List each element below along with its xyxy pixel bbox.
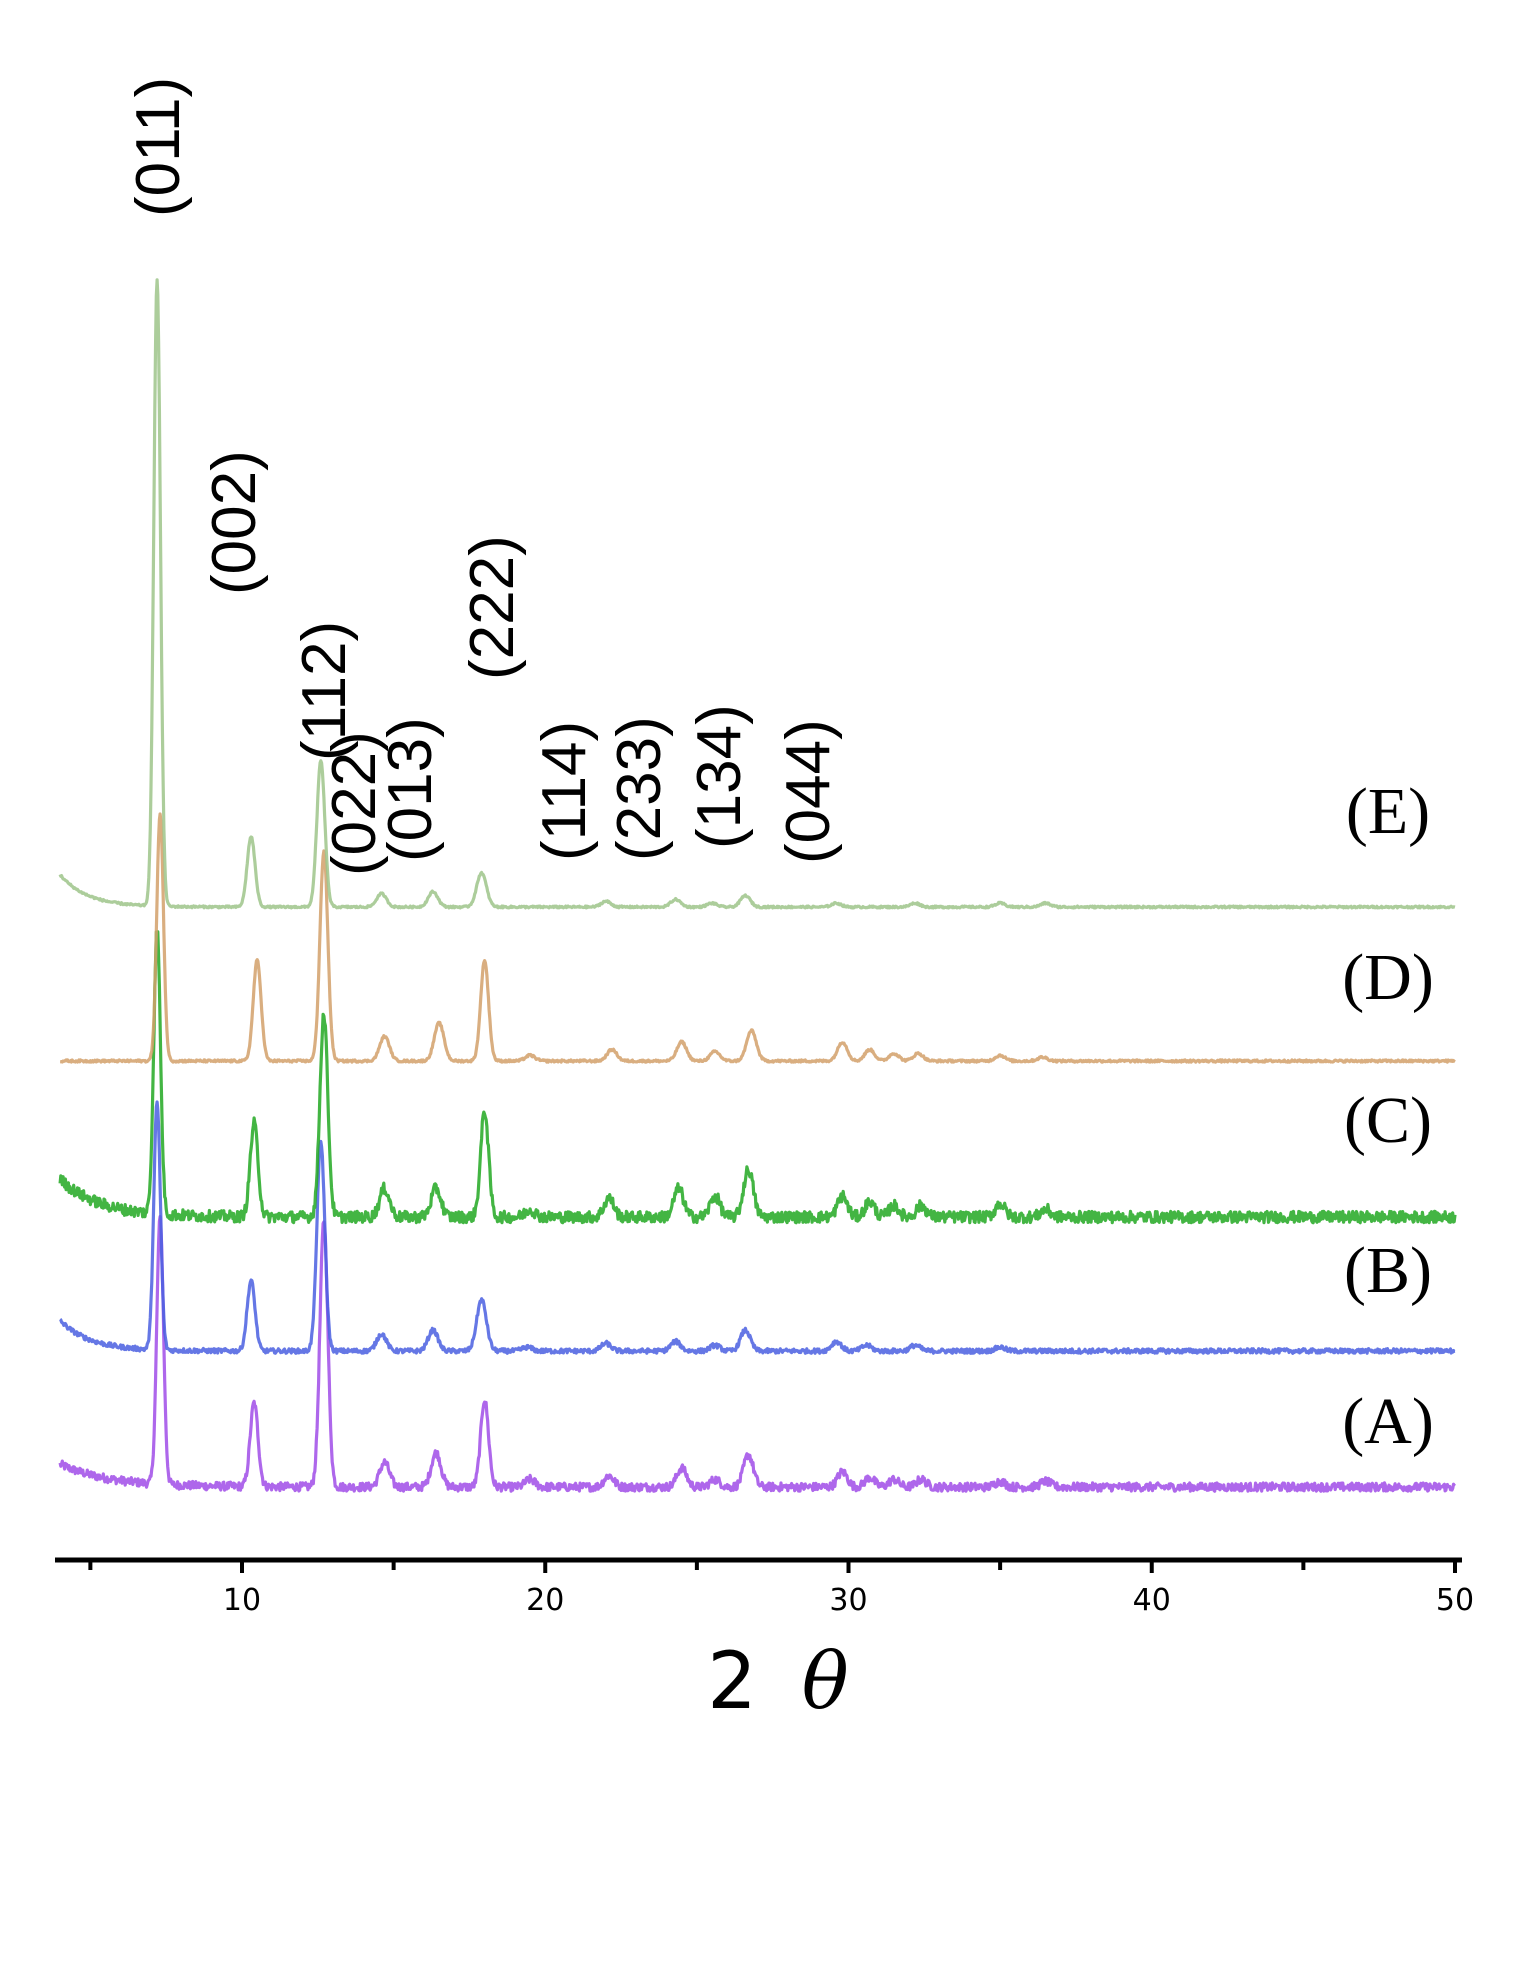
peak-label-011: (011)	[124, 77, 193, 217]
series-label-a: (A)	[1342, 1385, 1434, 1458]
peak-label-222: (222)	[458, 535, 527, 680]
x-tick-label: 20	[526, 1583, 564, 1618]
x-axis-title: 2 θ	[707, 1637, 848, 1727]
diffraction-traces	[58, 278, 1457, 1493]
series-label-b: (B)	[1344, 1234, 1432, 1307]
peak-label-112: (112)	[290, 621, 359, 761]
peak-label-134: (134)	[685, 704, 754, 849]
series-label-c: (C)	[1344, 1084, 1432, 1157]
series-label-e: (E)	[1346, 775, 1430, 848]
x-axis-title-number: 2	[707, 1637, 757, 1727]
x-tick-label: 50	[1436, 1583, 1474, 1618]
series-trace-a	[58, 1215, 1456, 1493]
x-axis-title-symbol: θ	[802, 1637, 849, 1727]
x-axis-ticks: 10 20 30 40 50	[88, 1560, 1474, 1618]
peak-label-044: (044)	[774, 719, 843, 864]
x-axis: 10 20 30 40 50	[55, 1557, 1474, 1618]
x-tick-label: 10	[223, 1583, 261, 1618]
peak-label-233: (233)	[605, 716, 674, 861]
series-trace-d	[59, 812, 1456, 1064]
series-labels: (A) (B) (C) (D) (E)	[1342, 775, 1434, 1458]
peak-index-labels: (011) (002) (112)(022)(013)(222)(114) (233)…	[124, 77, 843, 876]
peak-label-013: (013)	[376, 717, 445, 862]
series-trace-c	[58, 930, 1457, 1225]
series-trace-b	[59, 1100, 1456, 1355]
series-trace-e	[58, 278, 1456, 910]
peak-label-022: (022)	[320, 731, 389, 876]
series-label-d: (D)	[1342, 941, 1434, 1014]
peak-label-002: (002)	[200, 450, 269, 595]
x-tick-label: 40	[1133, 1583, 1171, 1618]
x-tick-label: 30	[829, 1583, 867, 1618]
peak-label-114: (114)	[530, 721, 599, 861]
